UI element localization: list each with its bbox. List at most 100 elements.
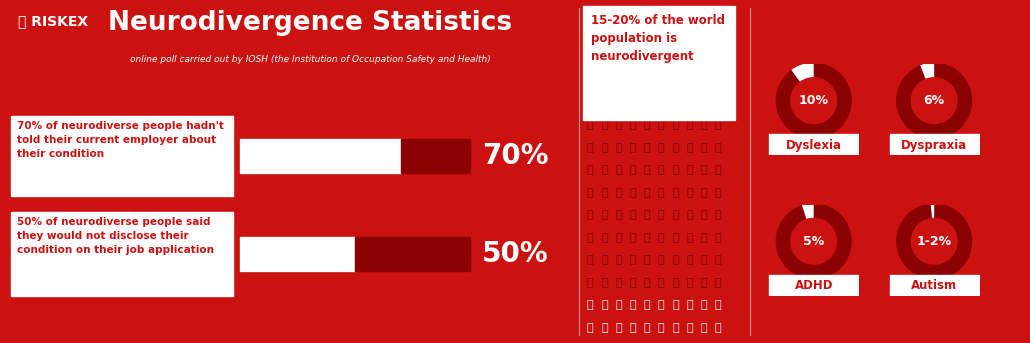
Text: ⛹: ⛹ — [587, 278, 593, 288]
Text: ⛹: ⛹ — [587, 300, 593, 310]
Text: ⛹: ⛹ — [644, 323, 650, 333]
Text: ⛹: ⛹ — [587, 120, 593, 130]
Wedge shape — [896, 63, 972, 139]
Text: 70%: 70% — [482, 142, 549, 170]
Text: ⛹: ⛹ — [686, 188, 693, 198]
Text: online poll carried out by IOSH (the Institution of Occupation Safety and Health: online poll carried out by IOSH (the Ins… — [130, 55, 490, 64]
Text: ⛹: ⛹ — [629, 256, 637, 265]
Text: ⛹: ⛹ — [629, 300, 637, 310]
Text: ⛹: ⛹ — [672, 120, 679, 130]
Text: 10%: 10% — [798, 94, 829, 107]
Text: ⛹: ⛹ — [587, 166, 593, 176]
FancyBboxPatch shape — [401, 139, 470, 173]
Text: ⛹: ⛹ — [615, 211, 622, 221]
Text: ⛹: ⛹ — [644, 300, 650, 310]
Text: ⛹: ⛹ — [672, 278, 679, 288]
Text: ⛹: ⛹ — [658, 188, 664, 198]
Wedge shape — [791, 63, 814, 82]
Text: ⛹: ⛹ — [644, 278, 650, 288]
Wedge shape — [802, 203, 814, 219]
Text: ⛹: ⛹ — [644, 120, 650, 130]
FancyBboxPatch shape — [890, 134, 978, 156]
Text: ⛹: ⛹ — [658, 233, 664, 243]
Text: ⛹: ⛹ — [700, 143, 707, 153]
FancyBboxPatch shape — [240, 139, 401, 173]
Text: ⛹: ⛹ — [615, 143, 622, 153]
Text: ⛹: ⛹ — [644, 166, 650, 176]
Text: ⛹: ⛹ — [644, 143, 650, 153]
Text: ⛹: ⛹ — [686, 143, 693, 153]
Text: ⛹: ⛹ — [715, 256, 721, 265]
Text: 6%: 6% — [924, 94, 945, 107]
Text: ⛹: ⛹ — [615, 256, 622, 265]
Text: ⛹: ⛹ — [602, 233, 608, 243]
Text: ⛹: ⛹ — [629, 233, 637, 243]
Text: ⛹: ⛹ — [672, 233, 679, 243]
Text: ⛹: ⛹ — [672, 256, 679, 265]
Text: ⛹: ⛹ — [715, 278, 721, 288]
Text: ⛹: ⛹ — [602, 166, 608, 176]
Text: ⛹: ⛹ — [658, 143, 664, 153]
Text: ⛹: ⛹ — [672, 188, 679, 198]
Text: ⛹: ⛹ — [629, 166, 637, 176]
Text: ⛹: ⛹ — [615, 300, 622, 310]
Text: ⛹: ⛹ — [686, 323, 693, 333]
Wedge shape — [896, 203, 972, 280]
Text: ⛹: ⛹ — [700, 120, 707, 130]
Text: ⛹: ⛹ — [629, 143, 637, 153]
Text: ⛹: ⛹ — [615, 278, 622, 288]
Text: ⛹: ⛹ — [602, 300, 608, 310]
Text: ⛹: ⛹ — [602, 188, 608, 198]
FancyBboxPatch shape — [240, 237, 355, 271]
Text: ⛹: ⛹ — [715, 188, 721, 198]
Text: ⛹: ⛹ — [686, 166, 693, 176]
Text: ⛹: ⛹ — [644, 256, 650, 265]
Text: ⛹: ⛹ — [587, 143, 593, 153]
Text: ⛹: ⛹ — [602, 120, 608, 130]
Text: ⛹: ⛹ — [587, 256, 593, 265]
Text: ⛹: ⛹ — [700, 166, 707, 176]
Text: ⛹: ⛹ — [658, 323, 664, 333]
Text: ⛹: ⛹ — [686, 120, 693, 130]
Text: 50%: 50% — [482, 240, 549, 268]
Wedge shape — [776, 63, 852, 139]
Text: 1-2%: 1-2% — [917, 235, 952, 248]
Text: ⛹: ⛹ — [587, 233, 593, 243]
Text: ⛹: ⛹ — [700, 256, 707, 265]
Text: Autism: Autism — [912, 279, 957, 292]
Wedge shape — [931, 203, 934, 218]
FancyBboxPatch shape — [11, 212, 233, 296]
Text: ⛹: ⛹ — [629, 188, 637, 198]
Text: ⛹: ⛹ — [615, 166, 622, 176]
Text: ⛹: ⛹ — [700, 278, 707, 288]
Text: ⛹: ⛹ — [672, 300, 679, 310]
Text: ⛹: ⛹ — [658, 256, 664, 265]
Text: ⛹: ⛹ — [658, 300, 664, 310]
Text: ⛹: ⛹ — [658, 120, 664, 130]
Text: ⛹: ⛹ — [602, 323, 608, 333]
Text: ⛹: ⛹ — [700, 300, 707, 310]
Text: ⛹: ⛹ — [715, 323, 721, 333]
Text: Ⓡ RISKEX: Ⓡ RISKEX — [18, 14, 89, 28]
Text: ⛹: ⛹ — [672, 166, 679, 176]
Text: ⛹: ⛹ — [715, 211, 721, 221]
FancyBboxPatch shape — [11, 116, 233, 196]
Text: ⛹: ⛹ — [658, 278, 664, 288]
Text: ⛹: ⛹ — [672, 211, 679, 221]
Text: ⛹: ⛹ — [715, 143, 721, 153]
Text: ⛹: ⛹ — [615, 233, 622, 243]
Text: ⛹: ⛹ — [629, 120, 637, 130]
Text: ⛹: ⛹ — [686, 233, 693, 243]
Text: ⛹: ⛹ — [715, 300, 721, 310]
Text: ⛹: ⛹ — [715, 166, 721, 176]
Text: ⛹: ⛹ — [644, 233, 650, 243]
FancyBboxPatch shape — [769, 134, 858, 156]
Text: 15-20% of the world
population is
neurodivergent: 15-20% of the world population is neurod… — [591, 14, 725, 63]
Text: ⛹: ⛹ — [700, 211, 707, 221]
Text: ⛹: ⛹ — [700, 188, 707, 198]
Text: ⛹: ⛹ — [658, 166, 664, 176]
Text: Dyslexia: Dyslexia — [786, 139, 842, 152]
Text: ⛹: ⛹ — [629, 278, 637, 288]
Text: ⛹: ⛹ — [644, 211, 650, 221]
Text: Dyspraxia: Dyspraxia — [901, 139, 967, 152]
